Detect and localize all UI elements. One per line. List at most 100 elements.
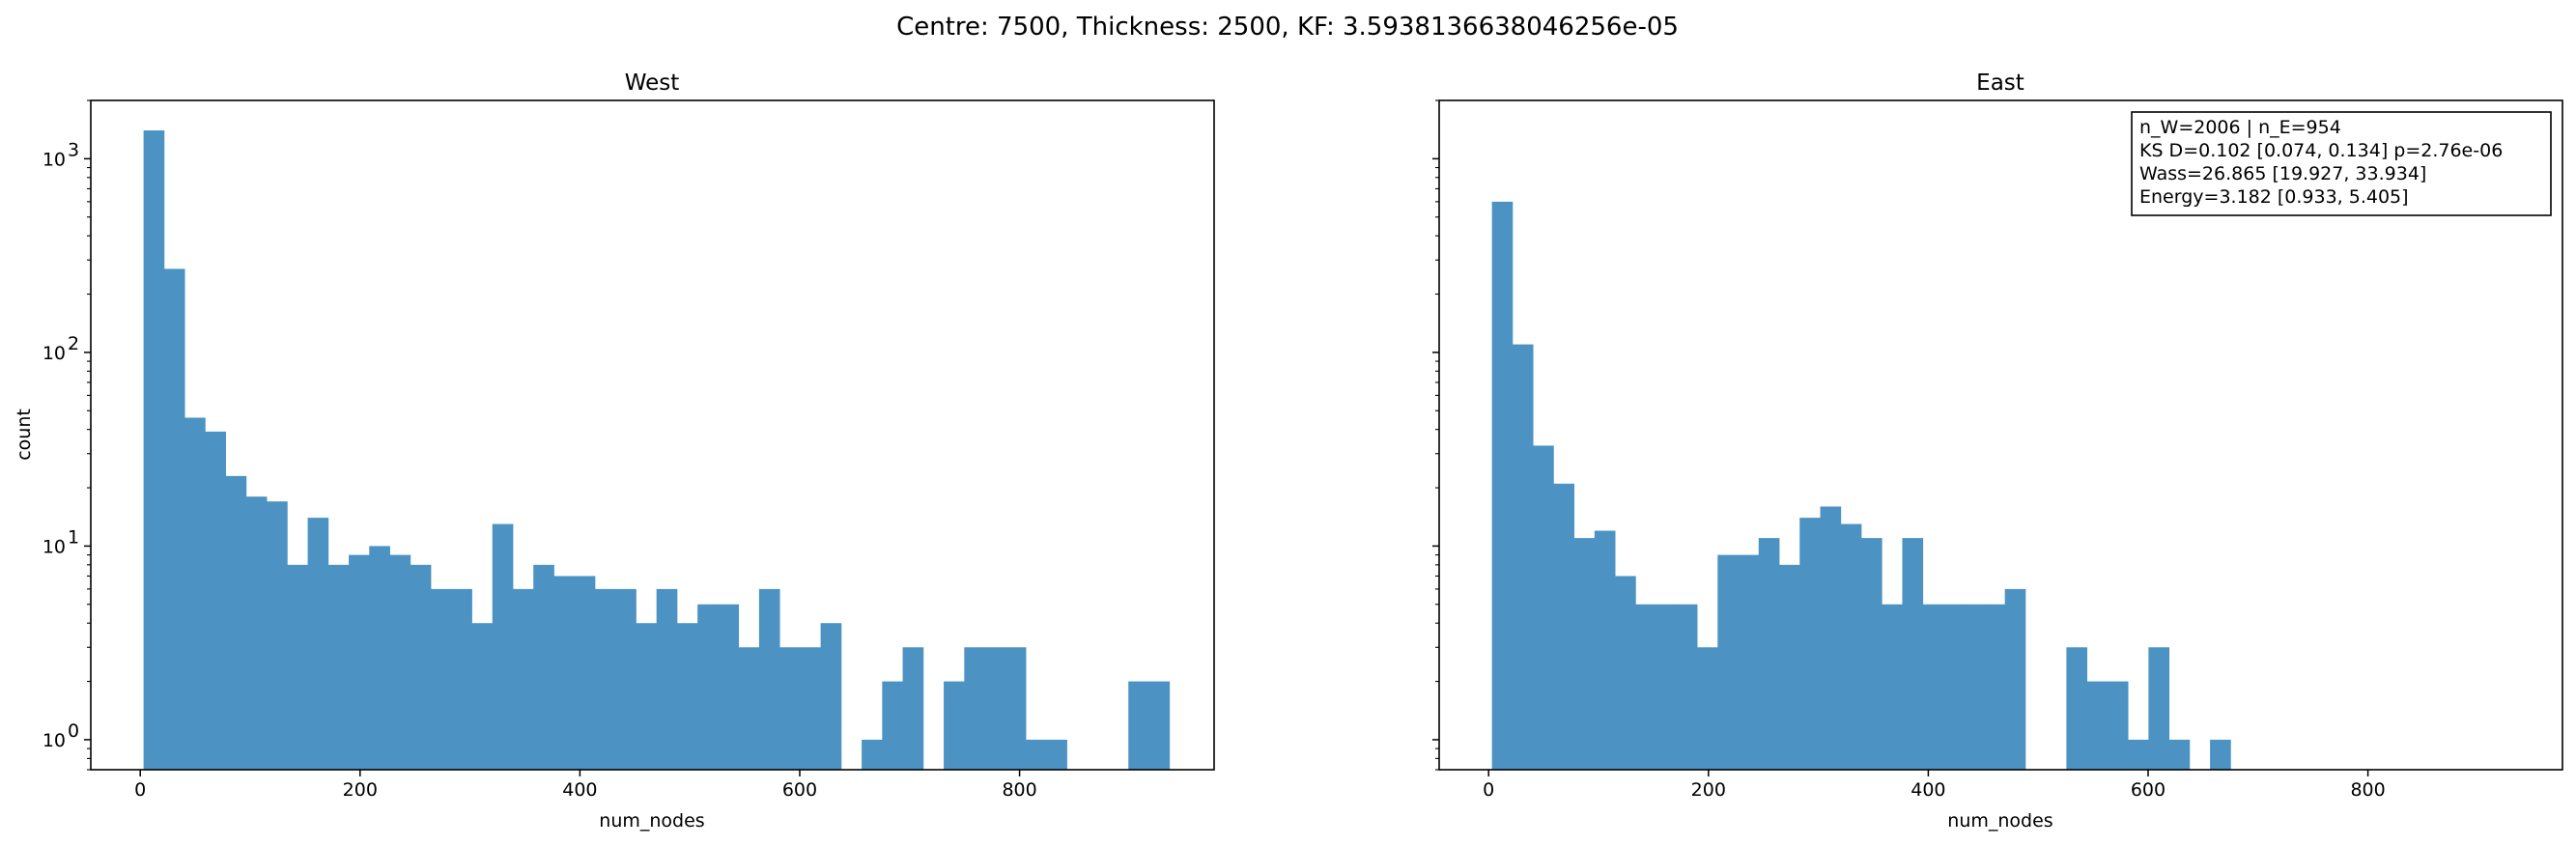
west-ytick-label: 10 [42, 343, 66, 364]
west-bar-37 [944, 681, 965, 770]
east-bar-18 [1860, 538, 1882, 770]
west-bar-31 [779, 647, 801, 770]
east-bar-13 [1758, 538, 1780, 770]
east-bar-12 [1738, 554, 1760, 770]
west-xtick-label: 600 [782, 779, 817, 801]
east-bar-25 [2004, 588, 2026, 770]
west-bar-30 [758, 588, 780, 770]
west-bar-1 [163, 268, 185, 770]
west-bar-8 [307, 518, 329, 770]
east-bar-28 [2107, 681, 2129, 770]
west-bar-14 [431, 588, 452, 770]
east-bar-30 [2148, 647, 2170, 770]
west-ytick-label: 10 [42, 536, 66, 557]
east-axes-frame [1438, 99, 2563, 771]
west-bar-10 [349, 554, 370, 770]
west-bar-29 [738, 647, 760, 770]
stats-line-energy: Energy=3.182 [0.933, 5.405] [2139, 186, 2409, 208]
west-ytick-exponent: 1 [68, 526, 79, 548]
west-bar-28 [718, 604, 740, 770]
east-xtick-label: 0 [1483, 779, 1494, 801]
east-bar-6 [1615, 576, 1636, 770]
stats-line-wass: Wass=26.865 [19.927, 33.934] [2139, 163, 2426, 184]
west-ytick-label: 10 [42, 730, 66, 751]
west-bar-34 [862, 739, 883, 770]
stats-line-counts: n_W=2006 | n_E=954 [2139, 117, 2341, 138]
west-ytick-exponent: 2 [68, 333, 79, 354]
east-bar-27 [2086, 681, 2109, 770]
west-bar-21 [574, 576, 596, 770]
west-bar-24 [636, 623, 658, 770]
east-panel: 0 200 400 600 800 East num_nodes n_W=2006 | … [1432, 70, 2563, 832]
west-bar-13 [410, 564, 432, 770]
east-bar-10 [1697, 647, 1718, 770]
east-xlabel: num_nodes [1947, 810, 2052, 832]
west-axes-frame [90, 99, 1215, 771]
west-bar-41 [1026, 739, 1047, 770]
east-bar-2 [1533, 445, 1554, 770]
east-bar-23 [1964, 604, 1985, 770]
west-bar-33 [820, 623, 842, 770]
west-ytick-exponent: 0 [68, 720, 79, 742]
west-bar-36 [902, 647, 924, 770]
west-bar-27 [697, 604, 719, 770]
west-ytick-label: 10 [42, 149, 66, 170]
east-bar-32 [2210, 739, 2231, 770]
west-bar-22 [594, 588, 616, 770]
east-bar-21 [1922, 604, 1944, 770]
east-bar-15 [1799, 518, 1821, 770]
west-bar-0 [143, 130, 165, 770]
east-xtick-label: 800 [2350, 779, 2385, 801]
west-title: West [625, 70, 680, 96]
east-bar-14 [1779, 564, 1800, 770]
east-bars [1491, 201, 2231, 771]
east-bar-11 [1717, 554, 1739, 770]
west-bar-40 [1005, 647, 1027, 770]
west-bar-7 [287, 564, 308, 770]
west-bar-44 [1148, 681, 1171, 770]
east-bar-20 [1902, 538, 1924, 770]
west-bar-25 [656, 588, 678, 770]
west-bar-23 [615, 588, 637, 770]
east-bar-24 [1984, 604, 2006, 770]
east-title: East [1976, 70, 2024, 96]
west-bar-16 [471, 623, 494, 770]
east-bar-31 [2168, 739, 2191, 770]
east-bar-7 [1635, 604, 1656, 770]
west-bar-4 [225, 475, 247, 770]
east-bar-22 [1942, 604, 1965, 770]
west-bar-5 [245, 496, 268, 770]
west-bar-43 [1128, 681, 1149, 770]
west-bar-12 [389, 554, 411, 770]
west-ylabel: count [14, 409, 35, 461]
east-bar-29 [2128, 739, 2149, 770]
west-bar-39 [984, 647, 1006, 770]
west-xlabel: num_nodes [599, 810, 704, 832]
stats-box-frame [2131, 111, 2552, 216]
east-xtick-label: 400 [1911, 779, 1945, 801]
west-bar-2 [184, 417, 206, 770]
east-bar-19 [1882, 604, 1903, 770]
west-bar-26 [676, 623, 698, 770]
west-bar-11 [369, 546, 390, 770]
east-xtick-label: 600 [2131, 779, 2166, 801]
east-bar-3 [1553, 483, 1574, 770]
west-bar-15 [451, 588, 472, 770]
west-bar-6 [267, 501, 288, 770]
west-bar-38 [964, 647, 985, 770]
west-bar-17 [492, 523, 514, 770]
west-bars [143, 130, 1171, 770]
east-bar-8 [1656, 604, 1678, 770]
east-xtick-label: 200 [1691, 779, 1726, 801]
west-bar-42 [1046, 739, 1067, 770]
west-bar-20 [553, 576, 576, 770]
west-bar-18 [512, 588, 534, 770]
west-ytick-exponent: 3 [68, 139, 79, 160]
west-xtick-label: 200 [343, 779, 378, 801]
east-bar-26 [2066, 647, 2088, 770]
east-bar-16 [1820, 506, 1842, 770]
figure-suptitle: Centre: 7500, Thickness: 2500, KF: 3.593… [896, 13, 1679, 42]
